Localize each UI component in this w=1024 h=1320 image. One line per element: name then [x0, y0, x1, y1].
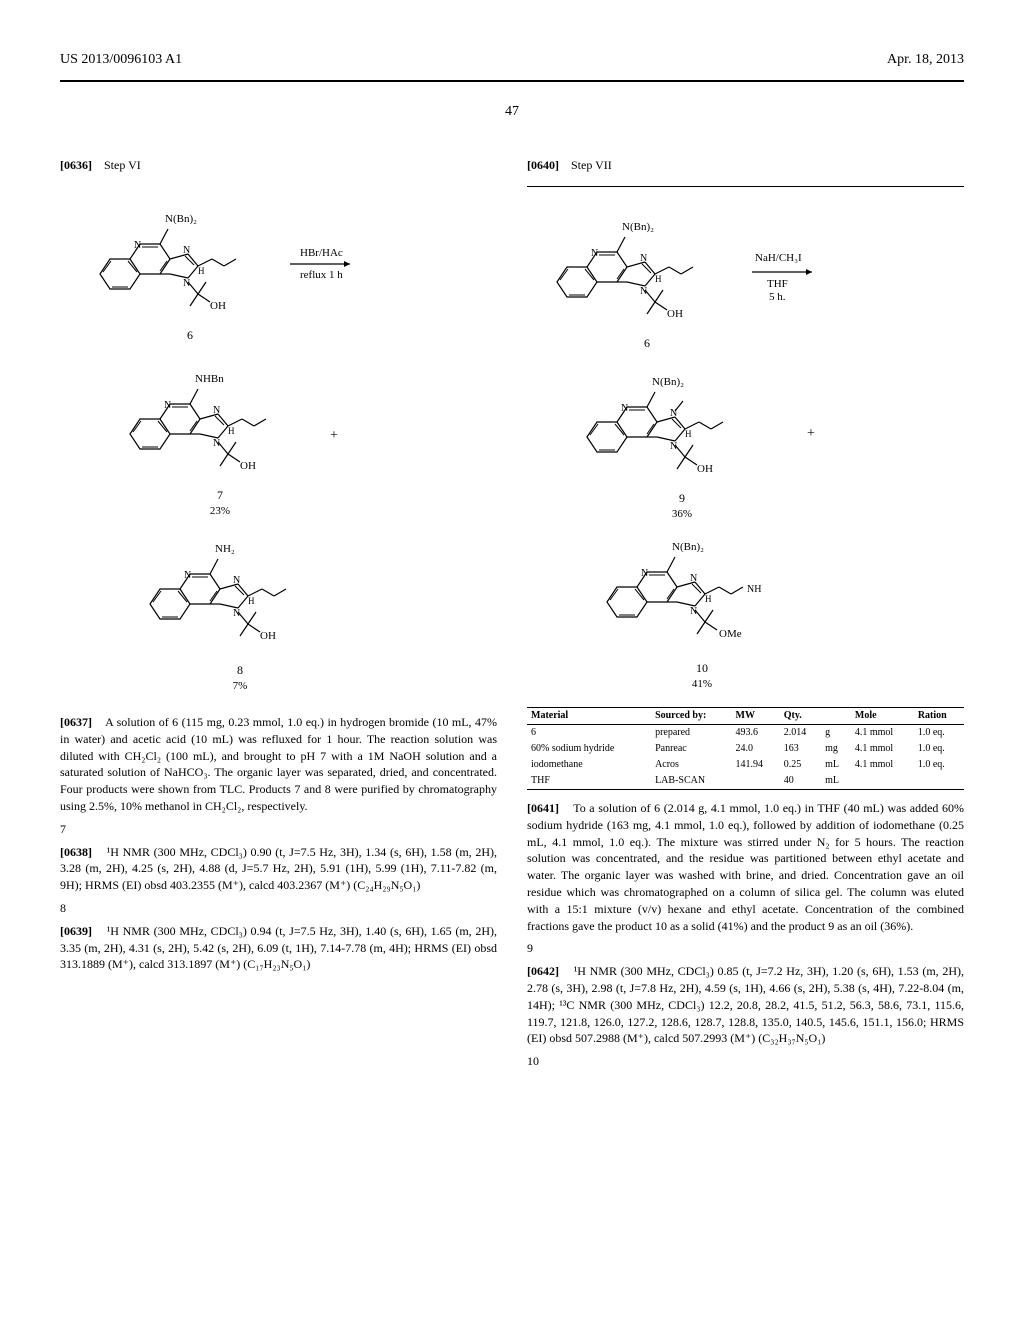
- compound-label-7: 7: [60, 821, 497, 838]
- col-mw: MW: [732, 707, 780, 724]
- two-column-layout: [0636] Step VI N(Bn)₂ OH HBr/HAc reflux …: [60, 151, 964, 1074]
- oh-label: OH: [210, 300, 226, 312]
- amine-label: NHBn: [195, 373, 224, 385]
- oh-label: OH: [667, 308, 683, 320]
- compound-6-svg: N(Bn)₂ OH HBr/HAc reflux 1 h 6: [60, 184, 480, 354]
- compound-10-svg: N(Bn)₂ NH OMe 10 41%: [527, 522, 947, 697]
- compound-8-yield: 7%: [233, 680, 248, 692]
- page-header: US 2013/0096103 A1 Apr. 18, 2013: [60, 50, 964, 74]
- para-0642-text: ¹H NMR (300 MHz, CDCl₃) 0.85 (t, J=7.2 H…: [527, 964, 964, 1045]
- para-0641: [0641] To a solution of 6 (2.014 g, 4.1 …: [527, 800, 964, 934]
- compound-label-8: 8: [60, 900, 497, 917]
- reagent-bottom: 5 h.: [769, 291, 786, 303]
- right-column: [0640] Step VII N(Bn)₂ OH NaH/CH₃I THF 5…: [527, 151, 964, 1074]
- col-qty-unit: [821, 707, 851, 724]
- scheme-vii: N(Bn)₂ OH NaH/CH₃I THF 5 h. 6 N(Bn)₂ OH …: [527, 197, 964, 697]
- para-0638: [0638] ¹H NMR (300 MHz, CDCl₃) 0.90 (t, …: [60, 844, 497, 894]
- table-row: 6 prepared 493.6 2.014 g 4.1 mmol 1.0 eq…: [527, 724, 964, 741]
- para-0641-text: To a solution of 6 (2.014 g, 4.1 mmol, 1…: [527, 801, 964, 933]
- plus-sign: +: [807, 426, 815, 441]
- para-num-0639: [0639]: [60, 924, 92, 938]
- para-0637-text: A solution of 6 (115 mg, 0.23 mmol, 1.0 …: [60, 715, 497, 813]
- compound-10-number: 10: [696, 661, 708, 675]
- oh-label: OH: [697, 463, 713, 475]
- para-num-0640: [0640]: [527, 158, 559, 172]
- nh-label: NH: [747, 584, 761, 595]
- compound-6b-svg: N(Bn)₂ OH NaH/CH₃I THF 5 h. 6: [527, 197, 947, 357]
- amine-label: N(Bn)₂: [622, 221, 654, 233]
- header-rule: [60, 80, 964, 82]
- reagent-top: HBr/HAc: [300, 247, 343, 259]
- compound-9-svg: N(Bn)₂ OH + 9 36%: [527, 357, 947, 522]
- compound-6-number: 6: [187, 328, 193, 342]
- compound-7-number: 7: [217, 488, 223, 502]
- compound-label-10: 10: [527, 1053, 964, 1070]
- compound-9-yield: 36%: [672, 508, 692, 520]
- col-mole: Mole: [851, 707, 914, 724]
- para-num-0638: [0638]: [60, 845, 92, 859]
- oh-label: OH: [260, 630, 276, 642]
- patent-date: Apr. 18, 2013: [887, 50, 964, 70]
- compound-10-yield: 41%: [692, 678, 712, 690]
- step-vii-text: Step VII: [571, 158, 612, 172]
- page-number: 47: [60, 102, 964, 122]
- compound-7-svg: NHBn OH + 7 23%: [60, 354, 480, 524]
- para-0637: [0637] A solution of 6 (115 mg, 0.23 mmo…: [60, 714, 497, 815]
- table-row: 60% sodium hydride Panreac 24.0 163 mg 4…: [527, 741, 964, 757]
- plus-sign: +: [330, 428, 338, 443]
- para-num-0641: [0641]: [527, 801, 559, 815]
- col-material: Material: [527, 707, 651, 724]
- compound-6b-number: 6: [644, 336, 650, 350]
- table-row: iodomethane Acros 141.94 0.25 mL 4.1 mmo…: [527, 757, 964, 773]
- materials-table: Material Sourced by: MW Qty. Mole Ration…: [527, 707, 964, 790]
- reagent-mid: THF: [767, 278, 788, 290]
- amine-label: N(Bn)₂: [165, 213, 197, 225]
- ome-label: OMe: [719, 628, 742, 640]
- para-0639-text: ¹H NMR (300 MHz, CDCl₃) 0.94 (t, J=7.5 H…: [60, 924, 497, 972]
- para-num-0637: [0637]: [60, 715, 92, 729]
- col-qty: Qty.: [780, 707, 821, 724]
- col-ration: Ration: [914, 707, 964, 724]
- table-body: 6 prepared 493.6 2.014 g 4.1 mmol 1.0 eq…: [527, 724, 964, 789]
- step-vi-text: Step VI: [104, 158, 141, 172]
- amine-label: NH₂: [215, 543, 235, 555]
- step-vii-label: [0640] Step VII: [527, 157, 964, 174]
- amine-label: N(Bn)₂: [652, 376, 684, 388]
- compound-7-yield: 23%: [210, 505, 230, 517]
- patent-number: US 2013/0096103 A1: [60, 50, 182, 70]
- para-num-0642: [0642]: [527, 964, 559, 978]
- compound-9-number: 9: [679, 491, 685, 505]
- left-column: [0636] Step VI N(Bn)₂ OH HBr/HAc reflux …: [60, 151, 497, 1074]
- para-num-0636: [0636]: [60, 158, 92, 172]
- compound-8-number: 8: [237, 663, 243, 677]
- reagent-bottom: reflux 1 h: [300, 269, 343, 281]
- amine-label: N(Bn)₂: [672, 541, 704, 553]
- para-0639: [0639] ¹H NMR (300 MHz, CDCl₃) 0.94 (t, …: [60, 923, 497, 973]
- compound-label-9: 9: [527, 940, 964, 957]
- scheme-vi: N(Bn)₂ OH HBr/HAc reflux 1 h 6 NHBn OH +…: [60, 184, 497, 704]
- reagent-top: NaH/CH₃I: [755, 252, 802, 264]
- oh-label: OH: [240, 460, 256, 472]
- compound-8-svg: NH₂ OH 8 7%: [60, 524, 480, 704]
- para-0638-text: ¹H NMR (300 MHz, CDCl₃) 0.90 (t, J=7.5 H…: [60, 845, 497, 893]
- step-vi-label: [0636] Step VI: [60, 157, 497, 174]
- scheme-vii-top-rule: [527, 186, 964, 187]
- table-header-row: Material Sourced by: MW Qty. Mole Ration: [527, 707, 964, 724]
- table-row: THF LAB-SCAN 40 mL: [527, 773, 964, 790]
- para-0642: [0642] ¹H NMR (300 MHz, CDCl₃) 0.85 (t, …: [527, 963, 964, 1047]
- col-sourced: Sourced by:: [651, 707, 731, 724]
